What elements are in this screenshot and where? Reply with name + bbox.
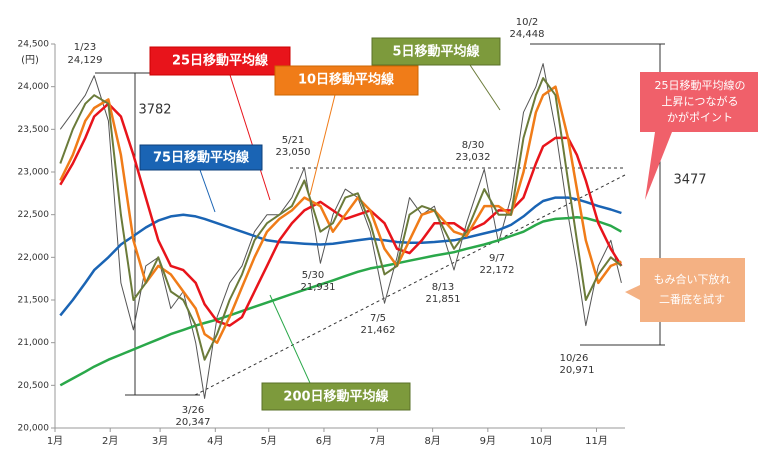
price-line (59, 63, 622, 399)
y-tick-label: 23,500 (18, 125, 50, 135)
x-tick-label: 9月 (480, 435, 496, 447)
range-label: 3477 (673, 173, 706, 188)
callout-box (371, 37, 501, 66)
point-value: 20,347 (176, 417, 211, 428)
ma-line (59, 77, 623, 361)
y-tick-label: 24,500 (18, 40, 50, 50)
callout-label: 75日移動平均線 (153, 150, 250, 166)
y-tick-label: 22,500 (18, 210, 50, 220)
point-date: 7/5 (370, 313, 386, 324)
y-unit: (円) (21, 55, 39, 66)
point-date: 5/30 (302, 270, 324, 281)
ma-line (59, 85, 622, 344)
y-tick-label: 22,000 (18, 253, 50, 263)
leader-line (469, 64, 501, 111)
leader-line (199, 169, 216, 213)
x-tick-label: 5月 (261, 435, 277, 447)
leader-line (309, 94, 336, 196)
series-callouts: 25日移動平均線 10日移動平均線 5日移動平均線 75日移動平均線 200日移… (139, 37, 758, 411)
callout-label: 200日移動平均線 (283, 389, 389, 405)
point-value: 21,851 (426, 294, 461, 305)
x-tick-label: 7月 (369, 435, 385, 447)
y-tick-label: 21,500 (18, 296, 50, 306)
point-value: 23,050 (276, 147, 311, 158)
point-value: 23,032 (456, 152, 491, 163)
y-tick-label: 21,000 (18, 338, 50, 348)
point-value: 24,448 (510, 29, 545, 40)
y-tick-label: 23,000 (18, 168, 50, 178)
callout-text: 二番底を試す (659, 292, 725, 306)
point-date: 3/26 (182, 405, 204, 416)
y-tick-label: 20,500 (18, 381, 50, 391)
guides (54, 43, 665, 429)
callout-box (139, 144, 263, 171)
x-tick-label: 11月 (585, 435, 608, 447)
point-date: 5/21 (282, 135, 304, 146)
x-tick-label: 3月 (152, 435, 168, 447)
callout-label: 5日移動平均線 (392, 44, 480, 60)
x-tick-label: 10月 (530, 435, 553, 447)
point-value: 22,172 (480, 265, 515, 276)
leader-line (229, 74, 271, 201)
callout-label: 25日移動平均線 (172, 53, 269, 69)
callout-shape (640, 72, 758, 200)
ma-line (59, 215, 623, 387)
x-tick-label: 8月 (424, 435, 440, 447)
leader-line (269, 294, 311, 384)
callout-text: かがポイント (667, 110, 733, 124)
point-value: 24,129 (68, 55, 103, 66)
callout-text: 上昇につながる (662, 94, 739, 108)
y-tick-label: 20,000 (18, 424, 50, 434)
callout-box (261, 382, 411, 411)
point-date: 10/2 (516, 17, 538, 28)
x-tick-label: 6月 (316, 435, 332, 447)
callout-box (274, 65, 419, 96)
callout-text: もみ合い下放れ (654, 272, 731, 286)
ma-line (59, 196, 622, 317)
trend-line (194, 174, 626, 396)
point-value: 21,462 (361, 325, 396, 336)
ma-line (59, 102, 623, 327)
callout-label: 10日移動平均線 (298, 72, 395, 88)
range-label: 3782 (138, 103, 171, 118)
point-date: 8/30 (462, 140, 484, 151)
point-date: 10/26 (560, 353, 589, 364)
y-tick-label: 24,000 (18, 82, 50, 92)
callout-box (149, 46, 291, 76)
x-tick-label: 4月 (207, 435, 223, 447)
callout-text: 25日移動平均線の (655, 78, 746, 92)
x-tick-label: 2月 (102, 435, 118, 447)
point-date: 1/23 (74, 42, 96, 53)
point-date: 9/7 (489, 253, 505, 264)
point-value: 20,971 (560, 365, 595, 376)
callout-shape (625, 258, 745, 322)
x-tick-label: 1月 (47, 435, 63, 447)
point-date: 8/13 (432, 282, 454, 293)
point-value: 21,931 (301, 282, 336, 293)
